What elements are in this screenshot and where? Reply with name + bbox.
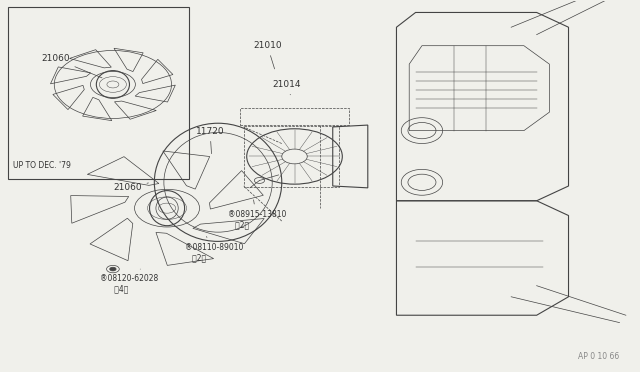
Text: 11720: 11720: [196, 127, 225, 154]
Text: 21060: 21060: [113, 183, 148, 192]
Text: ®08110-89010
   （2）: ®08110-89010 （2）: [185, 237, 243, 262]
Text: AP 0 10 66: AP 0 10 66: [579, 352, 620, 361]
Text: 21010: 21010: [253, 41, 282, 69]
Text: ®08120-62028
      （4）: ®08120-62028 （4）: [100, 269, 159, 294]
Text: 21060: 21060: [41, 54, 102, 78]
Circle shape: [109, 267, 116, 271]
Text: 21014: 21014: [272, 80, 301, 95]
Text: ®08915-13810
   （2）: ®08915-13810 （2）: [228, 200, 286, 229]
Text: UP TO DEC. '79: UP TO DEC. '79: [13, 161, 71, 170]
Bar: [8, 7, 189, 179]
